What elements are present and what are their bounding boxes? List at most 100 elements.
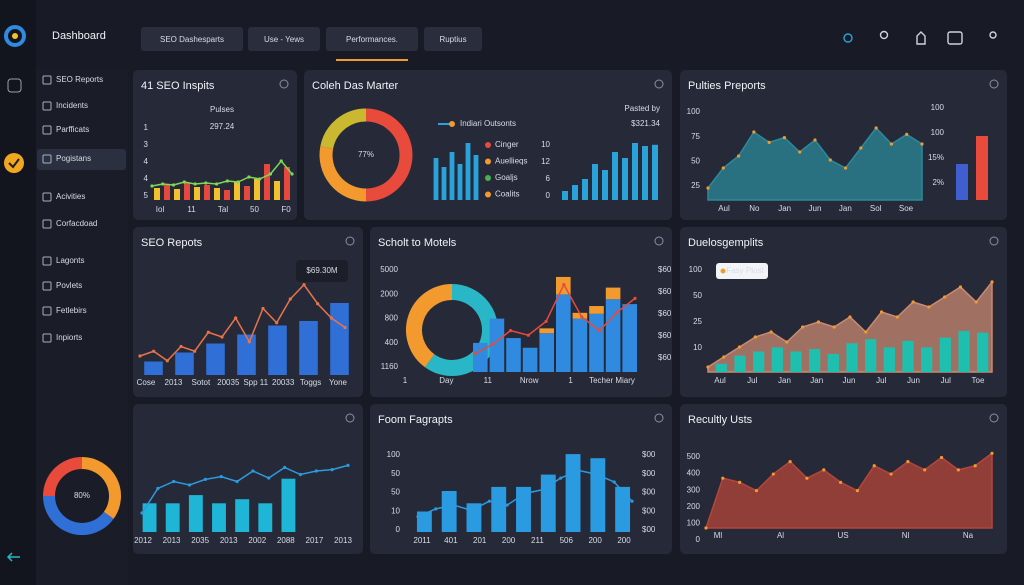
point-dot — [523, 491, 527, 496]
bar — [254, 179, 260, 200]
sidebar-item[interactable]: Pogistans — [56, 154, 91, 163]
x-label: Jan — [810, 376, 823, 385]
tab-label: Performances. — [346, 35, 398, 44]
sidebar-item[interactable]: Inpiorts — [56, 333, 82, 342]
panel-value: 297.24 — [210, 122, 235, 131]
x-label: Ml — [714, 531, 723, 540]
panel-menu[interactable] — [654, 79, 664, 89]
folder-icon[interactable] — [947, 31, 963, 45]
rail-icon[interactable] — [7, 78, 22, 93]
bar-segment — [572, 312, 588, 319]
x-label: US — [837, 531, 848, 540]
panel-menu[interactable] — [654, 236, 664, 246]
legend-label: Cinger — [495, 140, 519, 149]
line — [141, 464, 349, 514]
point-dot — [843, 166, 848, 170]
point-dot — [594, 472, 598, 476]
x-label: 20035 — [217, 378, 240, 387]
right-labels: $60 — [658, 331, 672, 340]
bar — [491, 486, 507, 532]
donut-segment — [43, 457, 83, 497]
bell-icon[interactable] — [916, 31, 926, 45]
point-dot — [721, 166, 725, 170]
x-label: 2012 — [134, 536, 152, 545]
panel-menu[interactable] — [989, 79, 999, 89]
x-label: Techer Miary — [589, 376, 635, 385]
point-dot — [452, 503, 456, 507]
left-labels: 100 — [387, 450, 401, 459]
tooltip-dot — [720, 268, 726, 274]
user-icon[interactable] — [879, 30, 889, 40]
panel-title: Recultly Usts — [688, 414, 753, 426]
profile-icon[interactable] — [989, 31, 997, 39]
donut-segment — [81, 457, 121, 519]
item-icon — [42, 333, 52, 343]
sidebar-item[interactable]: SEO Reports — [56, 75, 103, 84]
point-dot — [302, 283, 306, 287]
panel-menu[interactable] — [989, 236, 999, 246]
panel-subtitle: Pulses — [210, 105, 234, 114]
left-labels: 25 — [691, 181, 700, 190]
sidebar-item[interactable]: Fetlebirs — [56, 306, 87, 315]
panel-menu[interactable] — [654, 413, 664, 423]
left-labels: 3 — [144, 140, 149, 149]
x-label: 11 — [484, 376, 493, 385]
bar — [234, 182, 240, 200]
bar — [188, 495, 203, 532]
point-dot — [193, 182, 197, 186]
point-dot — [416, 515, 420, 519]
point-dot — [813, 138, 817, 142]
panel-menu[interactable] — [345, 236, 355, 246]
bar — [939, 337, 951, 372]
x-label: Soe — [899, 204, 914, 213]
icon-rail — [0, 0, 36, 585]
bar — [592, 164, 598, 200]
left-labels: 2000 — [380, 289, 398, 298]
point-dot — [156, 486, 160, 491]
point-dot — [879, 310, 884, 314]
collapse-icon[interactable] — [6, 552, 20, 562]
sidebar-item[interactable]: Lagonts — [56, 256, 84, 265]
point-dot — [283, 465, 287, 470]
x-label: 50 — [250, 205, 259, 214]
panel-menu[interactable] — [345, 413, 355, 423]
bar-segment — [506, 338, 521, 372]
bar — [652, 144, 658, 200]
point-dot — [633, 296, 637, 300]
panel-title: Pulties Preports — [688, 80, 766, 92]
point-dot — [990, 451, 994, 455]
sidebar-item[interactable]: Acivities — [56, 192, 85, 201]
x-label: Jan — [839, 204, 852, 213]
bar — [144, 361, 163, 375]
left-labels: 5000 — [380, 265, 398, 274]
x-label: Jun — [843, 376, 856, 385]
x-label: 1 — [568, 376, 573, 385]
sidebar-item[interactable]: Incidents — [56, 101, 88, 110]
right-labels: 15% — [928, 153, 944, 162]
point-dot — [612, 480, 616, 484]
panel-menu[interactable] — [989, 413, 999, 423]
left-labels: 0 — [696, 535, 701, 544]
point-dot — [343, 325, 347, 330]
tooltip: Fasy Plost — [726, 266, 764, 275]
sidebar-item[interactable]: Parfficats — [56, 125, 89, 134]
bar — [642, 146, 648, 200]
panel-menu[interactable] — [279, 79, 289, 89]
point-dot — [261, 306, 265, 311]
tab[interactable] — [141, 27, 243, 51]
search-icon[interactable] — [843, 33, 853, 43]
tab[interactable] — [424, 27, 482, 51]
tab[interactable] — [248, 27, 320, 51]
x-label: Yone — [329, 378, 348, 387]
sidebar-item[interactable]: Povlets — [56, 281, 82, 290]
bar — [883, 347, 895, 372]
rail-check[interactable] — [4, 153, 24, 173]
item-icon — [42, 101, 52, 111]
x-label: F0 — [281, 205, 291, 214]
item-icon — [42, 75, 52, 85]
bar — [734, 355, 746, 372]
donut-segment — [406, 284, 453, 368]
sidebar-item[interactable]: Corfacdoad — [56, 219, 97, 228]
left-labels: 1 — [144, 123, 149, 132]
tab[interactable] — [326, 27, 418, 51]
